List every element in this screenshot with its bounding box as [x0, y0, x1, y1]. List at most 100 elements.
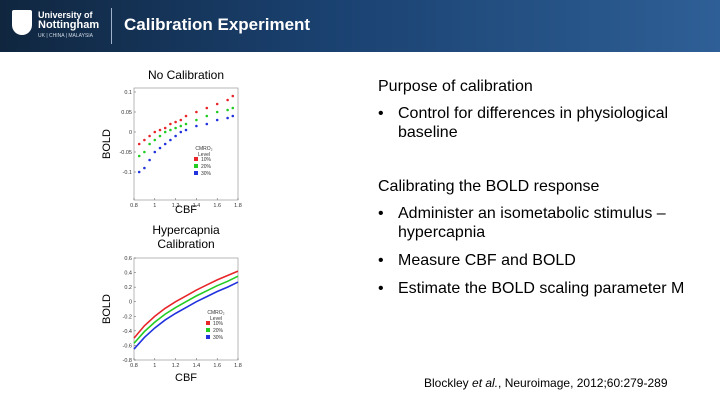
point — [195, 110, 198, 114]
point — [215, 102, 219, 106]
x-axis-label: CBF — [175, 204, 197, 216]
line — [133, 270, 239, 339]
point — [158, 128, 162, 132]
point — [169, 122, 172, 126]
logo-text: Nottingham — [38, 19, 100, 31]
point — [174, 120, 177, 124]
legend-title: CMRO₂ — [207, 310, 224, 316]
point — [163, 142, 167, 146]
point — [137, 154, 141, 158]
point — [143, 138, 146, 142]
plot-area — [133, 257, 239, 361]
y-tick-label: -0.05 — [119, 150, 132, 156]
point — [137, 170, 141, 174]
legend-swatch — [194, 171, 198, 175]
y-tick-label: -0.1 — [123, 170, 132, 176]
point — [163, 126, 167, 130]
point — [231, 114, 235, 118]
y-tick-label: -0.6 — [123, 343, 132, 349]
citation-part: , Neuroimage, 2012;60:279-289 — [498, 376, 668, 390]
x-tick-label: 1 — [153, 203, 156, 209]
point — [205, 122, 209, 126]
legend-label: 10% — [201, 157, 212, 163]
legend-swatch — [206, 335, 210, 339]
point — [184, 114, 188, 118]
y-tick-label: 0.05 — [121, 110, 132, 116]
x-tick-label: 0.8 — [130, 203, 138, 209]
point — [184, 128, 188, 132]
chart-title: No Calibration — [148, 68, 224, 82]
section: Calibrating the BOLD response Administer… — [378, 178, 698, 307]
citation: Blockley et al., Neuroimage, 2012;60:279… — [424, 376, 668, 390]
section: Purpose of calibration Control for diffe… — [378, 78, 698, 151]
y-tick-label: -0.4 — [123, 329, 132, 335]
logo-crest — [12, 10, 32, 35]
x-tick-label: 1.8 — [234, 363, 242, 369]
point — [148, 134, 151, 138]
point — [148, 158, 151, 162]
point — [226, 108, 229, 112]
point — [169, 128, 172, 132]
line — [133, 275, 239, 344]
point — [205, 106, 209, 110]
legend-label: 20% — [213, 328, 224, 334]
x-axis-label: CBF — [175, 372, 197, 384]
point — [184, 122, 188, 126]
bullet: Measure CBF and BOLD — [378, 251, 693, 270]
line — [133, 281, 239, 350]
point — [195, 124, 198, 128]
x-tick-label: 1.8 — [234, 203, 242, 209]
point — [179, 124, 183, 128]
x-tick-label: 1.4 — [193, 363, 201, 369]
legend-label: 10% — [213, 321, 224, 327]
y-tick-label: 0.1 — [124, 90, 132, 96]
legend-label: 30% — [201, 171, 212, 177]
chart-title: Calibration — [157, 237, 214, 251]
legend-swatch — [206, 321, 210, 325]
logo-text: University of — [38, 10, 93, 20]
point — [153, 150, 157, 154]
section-heading: Purpose of calibration — [378, 78, 533, 95]
legend-swatch — [194, 157, 198, 161]
point — [169, 138, 172, 142]
x-tick-label: 1.2 — [172, 363, 180, 369]
divider — [111, 8, 112, 44]
point — [174, 134, 177, 138]
legend-title: Level — [210, 316, 222, 322]
legend-label: 20% — [201, 164, 212, 170]
point — [195, 118, 198, 122]
legend-title: CMRO₂ — [195, 146, 212, 152]
legend-swatch — [206, 328, 210, 332]
point — [215, 118, 219, 122]
point — [148, 142, 151, 146]
bullet-list: Administer an isometabolic stimulus – hy… — [378, 204, 698, 298]
x-tick-label: 1.6 — [213, 203, 221, 209]
point — [143, 166, 146, 170]
x-tick-label: 1 — [153, 363, 156, 369]
slide-title: Calibration Experiment — [124, 15, 311, 34]
citation-part: et al. — [472, 376, 499, 390]
point — [205, 114, 209, 118]
point — [153, 130, 157, 134]
point — [231, 94, 235, 98]
citation-part: Blockley — [424, 376, 473, 390]
point — [174, 126, 177, 130]
point — [179, 118, 183, 122]
point — [179, 130, 183, 134]
y-tick-label: -0.8 — [123, 358, 132, 364]
x-tick-label: 1.6 — [213, 363, 221, 369]
point — [143, 150, 146, 154]
bullet: Estimate the BOLD scaling parameter M — [378, 279, 693, 298]
y-tick-label: 0 — [129, 130, 132, 136]
header-bar: University of Nottingham UK | CHINA | MA… — [0, 0, 720, 52]
legend-title: Level — [198, 152, 210, 158]
y-tick-label: 0.4 — [124, 271, 132, 277]
point — [153, 138, 157, 142]
point — [158, 146, 162, 150]
y-tick-label: -0.2 — [123, 314, 132, 320]
y-axis-label: BOLD — [101, 129, 113, 159]
legend-label: 30% — [213, 335, 224, 341]
plot-area — [133, 87, 239, 201]
